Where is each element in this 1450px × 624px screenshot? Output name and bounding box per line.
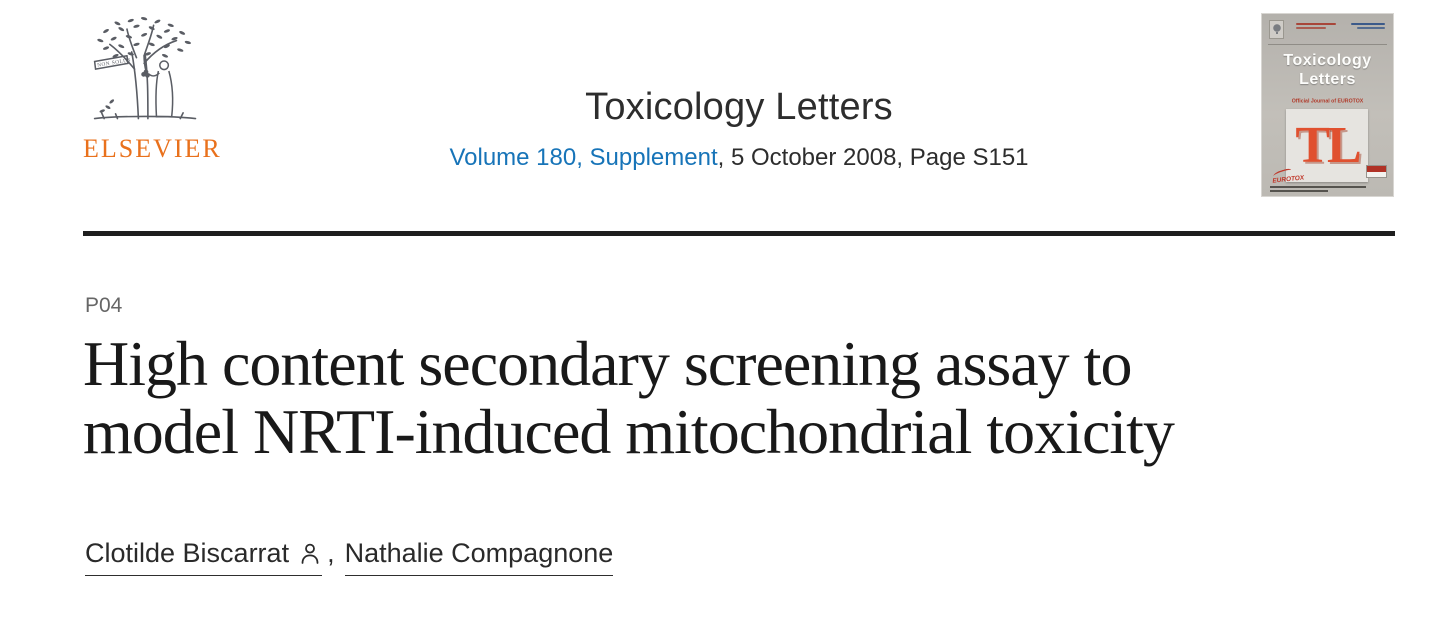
journal-head: Toxicology Letters Volume 180, Supplemen… bbox=[83, 86, 1395, 172]
cover-masthead-red-text-bar bbox=[1296, 23, 1336, 25]
article-title-line1: High content secondary screening assay t… bbox=[83, 328, 1132, 399]
cover-masthead-blue-text-bar bbox=[1357, 27, 1385, 29]
elsevier-logo[interactable]: NON SOLUS ELSEVIER bbox=[83, 12, 233, 164]
cover-rule bbox=[1268, 44, 1387, 45]
non-solus-banner-text: NON SOLUS bbox=[97, 57, 131, 68]
article-title-line2: model NRTI-induced mitochondrial toxicit… bbox=[83, 396, 1175, 467]
elsevier-tree-icon: NON SOLUS bbox=[93, 17, 197, 120]
article-title: High content secondary screening assay t… bbox=[83, 328, 1175, 467]
cover-journal-name-line2: Letters bbox=[1299, 71, 1356, 88]
author-link-2[interactable]: Nathalie Compagnone bbox=[344, 538, 614, 576]
cover-subtitle: Official Journal of EUROTOX bbox=[1291, 98, 1364, 104]
author-name: Nathalie Compagnone bbox=[344, 538, 614, 568]
cover-footer-text-bar bbox=[1270, 190, 1328, 192]
header-divider bbox=[83, 231, 1395, 236]
citation-rest: , 5 October 2008, Page S151 bbox=[717, 144, 1029, 171]
cover-monogram-box: TL bbox=[1286, 109, 1368, 182]
person-icon bbox=[301, 543, 319, 564]
author-separator: , bbox=[327, 538, 335, 568]
journal-cover-thumbnail[interactable]: Toxicology Letters Official Journal of E… bbox=[1262, 14, 1393, 196]
volume-supplement-link[interactable]: Volume 180, Supplement bbox=[449, 144, 718, 171]
author-list: Clotilde Biscarrat , Nathalie Compagnone bbox=[85, 538, 614, 576]
elsevier-wordmark: ELSEVIER bbox=[83, 134, 222, 163]
cover-monogram: TL bbox=[1295, 116, 1361, 174]
article-label: P04 bbox=[85, 294, 123, 317]
author-link-1[interactable]: Clotilde Biscarrat bbox=[85, 538, 323, 576]
cover-journal-name-line1: Toxicology bbox=[1283, 52, 1372, 69]
cover-flag-badge bbox=[1367, 166, 1386, 177]
cover-footer-text-bar bbox=[1270, 186, 1366, 188]
cover-elsevier-mini-logo bbox=[1269, 20, 1284, 39]
cover-masthead-blue-text-bar bbox=[1351, 23, 1385, 25]
author-name: Clotilde Biscarrat bbox=[85, 538, 290, 568]
page-container: NON SOLUS ELSEVIER Toxicology Letters Vo… bbox=[83, 0, 1395, 624]
journal-citation: Volume 180, Supplement, 5 October 2008, … bbox=[83, 144, 1395, 172]
cover-masthead-red-text-bar bbox=[1296, 27, 1326, 29]
journal-title: Toxicology Letters bbox=[585, 86, 893, 128]
eurotox-logo: EUROTOX bbox=[1272, 173, 1305, 185]
